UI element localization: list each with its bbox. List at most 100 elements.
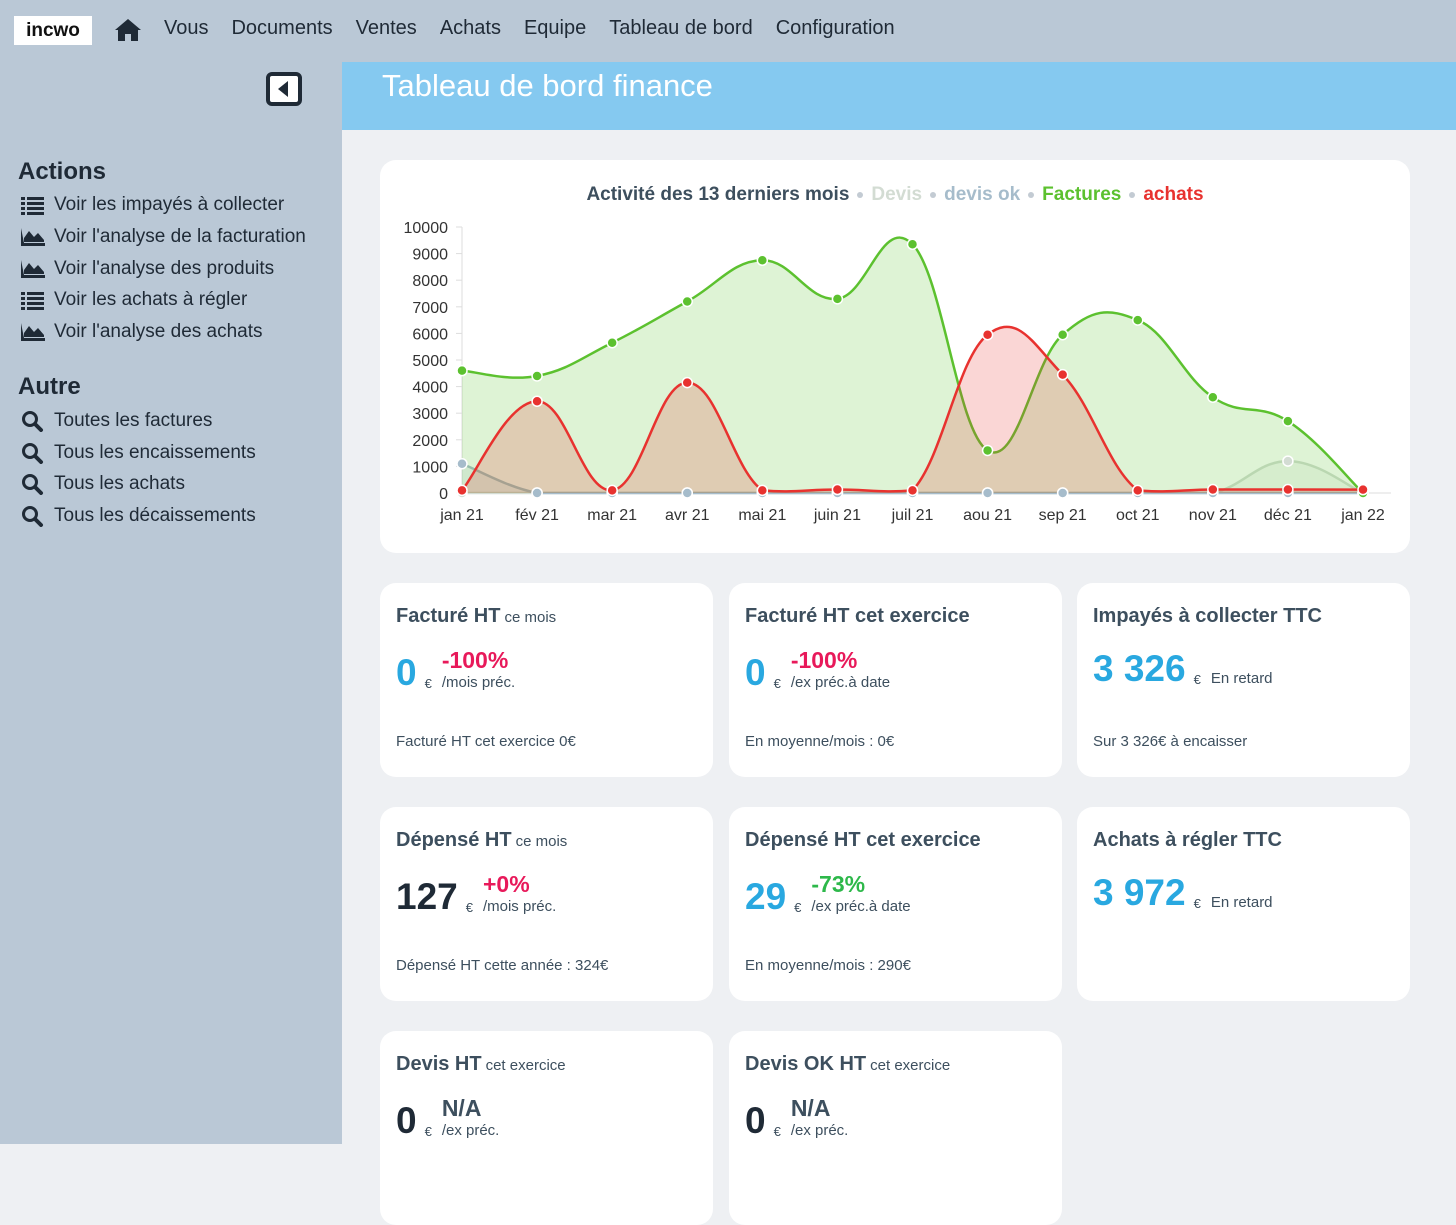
value-row: 0 € N/A/ex préc. [396, 1095, 499, 1143]
sidebar-link[interactable]: Tous les décaissements [20, 505, 256, 527]
legend-label[interactable]: Factures [1042, 184, 1122, 205]
x-tick-label: fév 21 [515, 507, 559, 524]
menu-item[interactable]: Ventes [355, 17, 417, 39]
change-block: -100%/ex préc.à date [791, 647, 890, 695]
kpi-card: Achats à régler TTC 3 972 € En retard [1077, 807, 1410, 1001]
data-point [681, 376, 693, 389]
home-icon[interactable] [114, 17, 142, 43]
link-text: Voir l'analyse des achats [54, 321, 263, 342]
y-tick-label: 6000 [412, 326, 448, 343]
sidebar: Actions Voir les impayés à collecter Voi… [0, 62, 342, 1144]
sidebar-link[interactable]: Voir l'analyse des achats [20, 321, 263, 343]
data-point [531, 395, 543, 407]
sidebar-link[interactable]: Tous les encaissements [20, 442, 256, 464]
y-tick-label: 5000 [412, 353, 448, 370]
card-title-text: Facturé HT cet exercice [745, 605, 970, 627]
card-footer: Facturé HT cet exercice 0€ [396, 733, 576, 750]
currency: € [465, 900, 473, 915]
y-tick-label: 3000 [412, 406, 448, 423]
data-point [906, 484, 919, 497]
data-point [1132, 314, 1144, 326]
y-tick-label: 1000 [412, 459, 448, 476]
card-footer: En moyenne/mois : 290€ [745, 957, 911, 974]
card-title: Impayés à collecter TTC [1093, 605, 1322, 628]
kpi-card: Dépensé HT cet exercice 29 € -73%/ex préc.à… [729, 807, 1062, 1001]
logo[interactable]: incwo [14, 16, 92, 45]
card-title-text: Facturé HT [396, 605, 501, 627]
card-value: 3 972 [1093, 872, 1186, 913]
change-block: -100%/mois préc. [442, 647, 515, 695]
data-point [681, 295, 693, 308]
top-nav: incwo Vous Documents Ventes Achats Equip… [0, 0, 1456, 62]
data-point [981, 444, 994, 457]
menu-item[interactable]: Vous [164, 17, 209, 39]
sidebar-link[interactable]: Voir les impayés à collecter [20, 194, 284, 216]
sidebar-link[interactable]: Tous les achats [20, 473, 185, 495]
change-note: En retard [1210, 894, 1273, 911]
data-point [681, 487, 693, 499]
value-row: 3 972 € En retard [1093, 871, 1273, 915]
menu: Vous Documents Ventes Achats Equipe Tabl… [164, 17, 895, 40]
y-tick-label: 2000 [412, 433, 448, 450]
data-point [456, 457, 468, 470]
chart-card: 0 1000 2000 3000 4000 5000 6000 7000 8000 9000 100… [380, 160, 1410, 553]
change-block: -73%/ex préc.à date [811, 871, 910, 919]
link-text: Tous les encaissements [54, 442, 256, 463]
x-tick-label: mai 21 [738, 507, 786, 524]
data-point [1056, 487, 1069, 499]
menu-item[interactable]: Configuration [775, 17, 895, 39]
x-tick-label: sep 21 [1039, 507, 1087, 524]
legend-label[interactable]: achats [1143, 184, 1204, 205]
data-point [456, 364, 468, 377]
data-point [1282, 455, 1294, 467]
legend-dot [1129, 192, 1136, 198]
data-point [1056, 328, 1069, 341]
menu-item[interactable]: Tableau de bord [609, 17, 753, 39]
data-point [831, 293, 844, 305]
data-point [906, 238, 919, 251]
y-tick-label: 0 [439, 486, 448, 503]
change-note: /mois préc. [482, 898, 557, 915]
card-value: 127 [396, 876, 458, 917]
legend-label[interactable]: devis ok [944, 184, 1021, 205]
x-tick-label: nov 21 [1189, 507, 1237, 524]
change-block: En retard [1211, 669, 1273, 691]
card-value: 0 [745, 652, 766, 693]
legend-dot [930, 192, 937, 198]
change: N/A [790, 1095, 831, 1121]
currency: € [1193, 672, 1201, 687]
legend-label[interactable]: Devis [871, 184, 923, 205]
card-title-suffix: cet exercice [870, 1057, 951, 1074]
menu-item[interactable]: Documents [231, 17, 333, 39]
y-tick-label: 8000 [412, 273, 448, 290]
legend-dot [1028, 192, 1035, 198]
card-title-text: Devis HT [396, 1053, 482, 1075]
x-tick-label: mar 21 [587, 507, 637, 524]
y-tick-label: 4000 [412, 380, 448, 397]
card-footer: Dépensé HT cette année : 324€ [396, 957, 609, 974]
x-tick-label: oct 21 [1116, 507, 1160, 524]
data-point [606, 484, 618, 497]
sidebar-link[interactable]: Voir les achats à régler [20, 289, 247, 311]
sidebar-link[interactable]: Toutes les factures [20, 410, 212, 432]
series-line [461, 325, 1364, 493]
menu-item[interactable]: Achats [439, 17, 501, 39]
change-note: /ex préc. [441, 1122, 500, 1139]
x-tick-label: aou 21 [963, 507, 1012, 524]
change: +0% [482, 871, 530, 897]
data-point [531, 487, 543, 499]
change-note: /ex préc. [790, 1122, 849, 1139]
sidebar-link[interactable]: Voir l'analyse des produits [20, 258, 274, 280]
sidebar-link[interactable]: Voir l'analyse de la facturation [20, 226, 306, 248]
menu-item[interactable]: Equipe [523, 17, 587, 39]
change: -100% [790, 647, 858, 673]
data-point [831, 483, 844, 496]
data-point [1132, 484, 1144, 497]
chart-title: Activité des 13 derniers mois [586, 184, 850, 205]
collapse-button[interactable] [266, 72, 302, 106]
link-text: Tous les décaissements [54, 505, 256, 526]
change-note: En retard [1210, 670, 1273, 687]
link-text: Tous les achats [54, 473, 185, 494]
card-title-suffix: ce mois [515, 833, 568, 850]
